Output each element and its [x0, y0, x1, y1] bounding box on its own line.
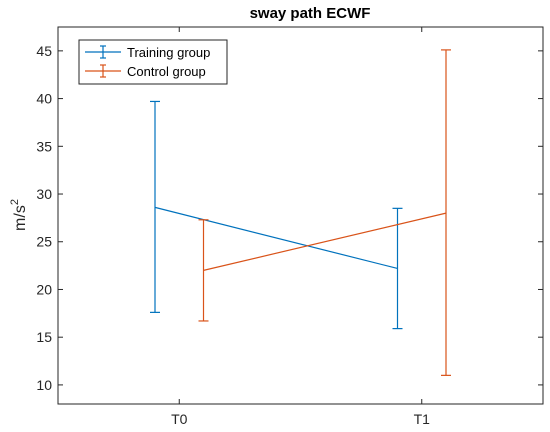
y-tick-label: 15 [36, 329, 52, 345]
series-0 [150, 100, 403, 330]
series-line [203, 212, 447, 271]
y-axis-label-superscript: 2 [9, 199, 21, 205]
y-tick-label: 35 [36, 138, 52, 154]
plot-area-box [57, 26, 544, 405]
legend-item: Control group [85, 64, 206, 79]
y-tick-label: 10 [36, 377, 52, 393]
y-tick-label: 20 [36, 281, 52, 297]
x-tick-label: T0 [171, 411, 188, 427]
y-axis-label: m/s2 [9, 199, 29, 231]
y-tick-label: 25 [36, 234, 52, 250]
series-1 [198, 49, 451, 376]
legend-label: Control group [127, 64, 206, 79]
y-tick-label: 45 [36, 43, 52, 59]
chart-title: sway path ECWF [250, 5, 371, 22]
series-line [154, 206, 398, 270]
y-axis-label-unit: m/s [12, 205, 29, 231]
legend-label: Training group [127, 45, 210, 60]
legend-item: Training group [85, 45, 210, 60]
y-tick-label: 40 [36, 91, 52, 107]
y-tick-label: 30 [36, 186, 52, 202]
x-tick-label: T1 [414, 411, 431, 427]
